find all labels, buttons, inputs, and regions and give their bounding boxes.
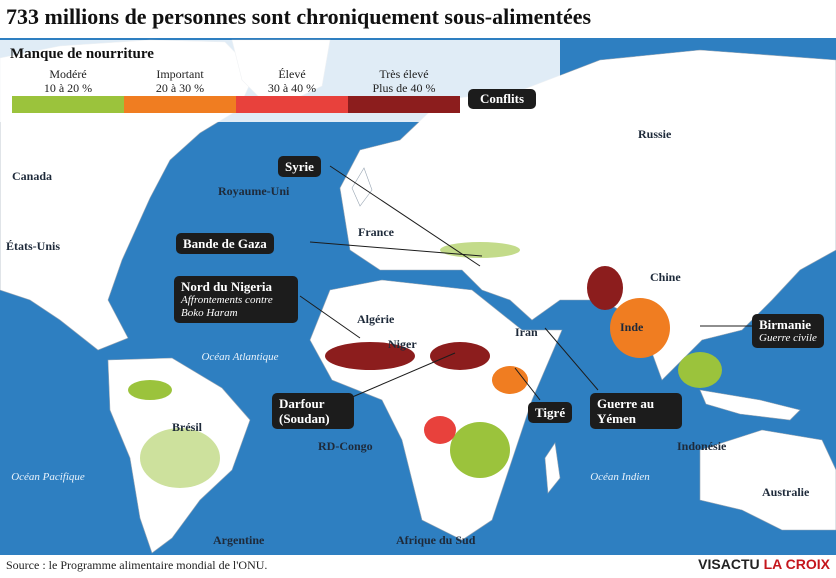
hunger-spot bbox=[450, 422, 510, 478]
source: Source : le Programme alimentaire mondia… bbox=[6, 558, 268, 572]
legend-label: Modéré bbox=[49, 67, 86, 81]
hunger-spots bbox=[128, 242, 722, 488]
legend-swatch bbox=[124, 96, 236, 113]
place-label: Niger bbox=[388, 337, 417, 351]
legend-swatch bbox=[236, 96, 348, 113]
brand: VISACTU LA CROIX bbox=[698, 556, 830, 572]
hunger-spot bbox=[325, 342, 415, 370]
leader-line bbox=[309, 241, 483, 257]
leader-lines bbox=[299, 165, 756, 401]
place-label: Indonésie bbox=[677, 439, 727, 453]
legend-range: 20 à 30 % bbox=[156, 81, 204, 95]
place-label: Russie bbox=[638, 127, 672, 141]
leader-line bbox=[544, 327, 599, 391]
place-label: Canada bbox=[12, 169, 52, 183]
conflict-title: Nord du Nigeria bbox=[181, 279, 272, 294]
ocean-labels: Océan Atlantique Océan Pacifique Océan Ind… bbox=[11, 351, 650, 483]
brand-left: VISACTU bbox=[698, 556, 760, 572]
place-label: Chine bbox=[650, 270, 681, 284]
conflict-subtitle: Guerre civile bbox=[759, 332, 817, 344]
legend-swatch bbox=[348, 96, 460, 113]
place-label: Australie bbox=[762, 485, 810, 499]
place-label: Inde bbox=[620, 320, 644, 334]
place-label: États-Unis bbox=[6, 239, 60, 253]
conflict-callout: Nord du Nigeria Affrontements contre Boko… bbox=[174, 276, 298, 323]
conflicts-key-label: Conflits bbox=[480, 91, 524, 106]
leader-line bbox=[299, 295, 361, 339]
hunger-spot bbox=[430, 342, 490, 370]
hunger-spot bbox=[140, 428, 220, 488]
title: 733 millions de personnes sont chronique… bbox=[6, 4, 592, 29]
ocean-label: Océan Indien bbox=[590, 471, 650, 483]
brand-right: LA CROIX bbox=[763, 556, 830, 572]
place-label: Royaume-Uni bbox=[218, 184, 290, 198]
conflict-subtitle: Affrontements contre Boko Haram bbox=[181, 294, 273, 319]
leader-line bbox=[514, 367, 541, 401]
place-label: RD-Congo bbox=[318, 439, 373, 453]
legend-title: Manque de nourriture bbox=[10, 46, 154, 62]
conflict-title: Tigré bbox=[535, 405, 566, 420]
conflict-callout: Birmanie Guerre civile bbox=[752, 314, 824, 348]
hunger-spot bbox=[610, 298, 670, 358]
hunger-spot bbox=[128, 380, 172, 400]
leader-line bbox=[349, 352, 456, 399]
legend-label: Important bbox=[156, 67, 204, 81]
legend-label: Élevé bbox=[278, 67, 305, 81]
conflicts-key bbox=[468, 89, 536, 109]
conflict-callout: Bande de Gaza bbox=[176, 233, 274, 254]
conflict-callout: Darfour (Soudan) bbox=[272, 393, 354, 429]
hunger-spot bbox=[678, 352, 722, 388]
conflict-title: Birmanie bbox=[759, 317, 811, 332]
legend-range: 10 à 20 % bbox=[44, 81, 92, 95]
place-label: Argentine bbox=[213, 533, 265, 547]
place-label: Brésil bbox=[172, 420, 203, 434]
conflict-callout: Tigré bbox=[528, 402, 573, 423]
ocean-label: Océan Pacifique bbox=[11, 471, 85, 483]
conflict-callout: Guerre au Yémen bbox=[590, 393, 682, 429]
leader-line bbox=[329, 165, 481, 267]
conflict-title: Guerre au Yémen bbox=[597, 396, 655, 426]
legend-range: Plus de 40 % bbox=[373, 81, 436, 95]
ocean-label: Océan Atlantique bbox=[201, 351, 278, 363]
hunger-spot bbox=[587, 266, 623, 310]
legend-label: Très élevé bbox=[379, 67, 428, 81]
place-label: Afrique du Sud bbox=[396, 533, 476, 547]
legend-range: 30 à 40 % bbox=[268, 81, 316, 95]
place-label: France bbox=[358, 225, 395, 239]
place-label: Algérie bbox=[357, 312, 395, 326]
conflict-title: Bande de Gaza bbox=[183, 236, 267, 251]
hunger-spot bbox=[492, 366, 528, 394]
conflict-title: Syrie bbox=[285, 159, 314, 174]
conflict-title: Darfour (Soudan) bbox=[279, 396, 330, 426]
place-labels: Russie Canada Royaume-Uni États-Unis France C… bbox=[6, 127, 810, 547]
legend-swatch bbox=[12, 96, 124, 113]
hunger-spot bbox=[424, 416, 456, 444]
conflict-callout: Syrie bbox=[278, 156, 321, 177]
place-label: Iran bbox=[515, 325, 538, 339]
